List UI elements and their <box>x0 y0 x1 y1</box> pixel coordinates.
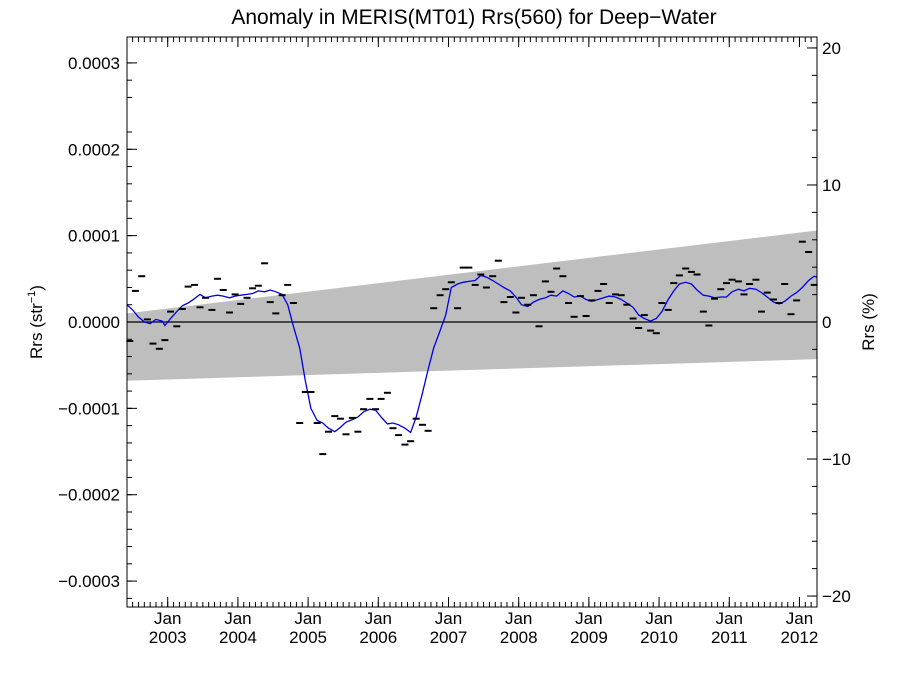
right-tick-label: 0 <box>822 313 831 332</box>
right-tick-label: −10 <box>822 450 851 469</box>
left-tick-label: −0.0001 <box>58 399 120 418</box>
left-tick-label: −0.0003 <box>58 572 120 591</box>
left-axis-label: Rrs (str−1) <box>26 285 46 359</box>
x-tick-year: 2009 <box>570 628 608 647</box>
uncertainty-band-layer <box>127 230 817 381</box>
x-tick-month: Jan <box>575 609 602 628</box>
left-axis-label-superscript: −1 <box>26 291 38 304</box>
right-axis: 20 10 0 −10 −20 <box>807 39 851 606</box>
x-tick-year: 2005 <box>289 628 327 647</box>
x-tick-year: 2011 <box>711 628 748 647</box>
right-tick-label: −20 <box>822 587 851 606</box>
smoothed-series-layer <box>126 274 818 434</box>
left-axis-label-close: ) <box>27 285 46 291</box>
x-tick-month: Jan <box>294 609 321 628</box>
left-tick-label: 0.0001 <box>68 227 120 246</box>
x-tick-year: 2012 <box>781 628 819 647</box>
left-tick-label: 0.0002 <box>68 140 120 159</box>
x-tick-month: Jan <box>224 609 251 628</box>
smoothed-anomaly-line <box>126 274 818 434</box>
x-tick-year: 2004 <box>219 628 257 647</box>
x-tick-year: 2007 <box>430 628 468 647</box>
x-tick-month: Jan <box>435 609 462 628</box>
left-axis-label-main: Rrs (str <box>27 303 46 359</box>
x-tick-year: 2003 <box>149 628 187 647</box>
x-axis: Jan2003Jan2004Jan2005Jan2006Jan2007Jan20… <box>132 37 819 647</box>
left-axis: 0.0003 0.0002 0.0001 0.0000 −0.0001 −0.0002 −0… <box>58 54 137 599</box>
chart-title: Anomaly in MERIS(MT01) Rrs(560) for Deep… <box>231 6 716 29</box>
left-tick-label: 0.0003 <box>68 54 120 73</box>
left-tick-label: 0.0000 <box>68 313 120 332</box>
x-tick-year: 2010 <box>640 628 678 647</box>
x-tick-year: 2008 <box>500 628 538 647</box>
x-tick-month: Jan <box>365 609 392 628</box>
right-tick-label: 20 <box>822 39 841 58</box>
uncertainty-band <box>127 230 817 381</box>
x-tick-month: Jan <box>505 609 532 628</box>
left-tick-label: −0.0002 <box>58 486 120 505</box>
x-tick-month: Jan <box>716 609 743 628</box>
x-tick-year: 2006 <box>359 628 397 647</box>
x-tick-month: Jan <box>645 609 672 628</box>
x-tick-month: Jan <box>154 609 181 628</box>
monthly-markers-layer <box>126 240 818 456</box>
right-axis-label: Rrs (%) <box>859 293 878 351</box>
x-tick-month: Jan <box>786 609 813 628</box>
right-tick-label: 10 <box>822 176 841 195</box>
